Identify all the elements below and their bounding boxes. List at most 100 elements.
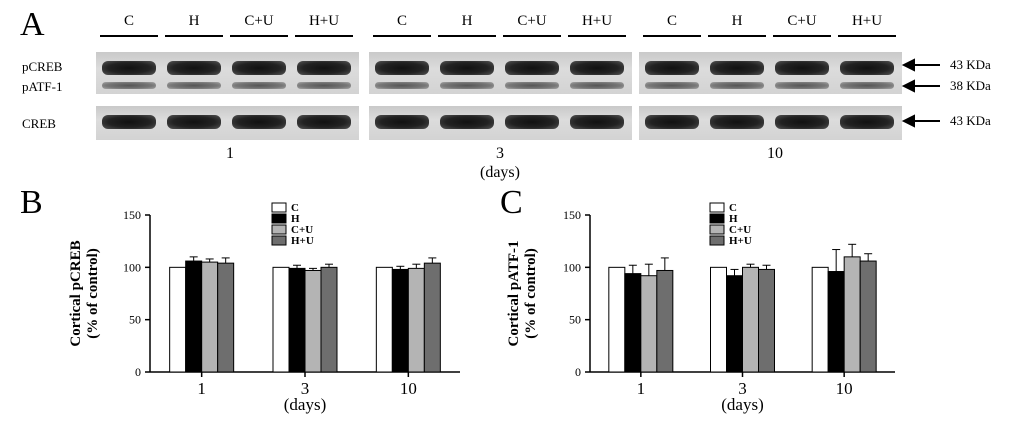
band-pcreb: [570, 61, 624, 75]
band-creb: [297, 115, 351, 129]
lane-label-c-plus-u: C+U: [244, 13, 274, 29]
bar-c-plus-u: [407, 267, 425, 373]
band-patf1: [710, 82, 764, 89]
bar-c: [272, 266, 290, 373]
bar-h-plus-u: [859, 260, 877, 373]
legend-label: H+U: [291, 235, 314, 247]
bar-h-plus-u: [656, 269, 674, 373]
blot-time-unit: (days): [480, 164, 520, 181]
band-pcreb: [167, 61, 221, 75]
band-creb: [102, 115, 156, 129]
lane-underline: [100, 35, 158, 37]
lane-label-h-plus-u: H+U: [308, 13, 340, 29]
band-creb: [505, 115, 559, 129]
band-pcreb: [775, 61, 829, 75]
y-tick-label: 0: [135, 365, 141, 379]
lane-underline: [438, 35, 496, 37]
band-patf1: [505, 82, 559, 89]
lane-underline: [568, 35, 626, 37]
bar-h: [185, 260, 203, 373]
y-tick-label: 100: [123, 260, 141, 274]
band-creb: [645, 115, 699, 129]
panel-letter-a: A: [20, 6, 45, 43]
blot-timepoint-10: 10: [767, 145, 783, 162]
band-creb: [167, 115, 221, 129]
x-tick-label: 10: [400, 379, 417, 398]
lane-underline: [838, 35, 896, 37]
band-pcreb: [297, 61, 351, 75]
lane-underline: [503, 35, 561, 37]
legend-label: H: [291, 213, 300, 225]
bar-c: [710, 266, 727, 373]
legend-swatch-c: [271, 202, 287, 213]
x-tick-label: 1: [197, 379, 206, 398]
bar-c-plus-u: [640, 275, 658, 373]
lane-underline: [165, 35, 223, 37]
y-axis-label-unit: (% of control): [85, 248, 101, 339]
lane-label-c: C: [396, 13, 407, 29]
lane-underline: [643, 35, 701, 37]
legend-label: C+U: [291, 224, 313, 236]
band-pcreb: [840, 61, 894, 75]
x-axis-label: (days): [284, 395, 326, 414]
bar-c: [608, 266, 626, 373]
y-axis-label: Cortical pCREB: [68, 240, 84, 346]
band-creb: [375, 115, 429, 129]
bar-c: [169, 266, 187, 373]
arrow-icon: [901, 79, 915, 93]
bar-h: [726, 275, 743, 373]
band-pcreb: [440, 61, 494, 75]
band-patf1: [102, 82, 156, 89]
y-tick-label: 50: [129, 313, 141, 327]
bar-h-plus-u: [758, 268, 775, 373]
bar-h-plus-u: [423, 262, 441, 373]
band-patf1: [775, 82, 829, 89]
band-creb: [775, 115, 829, 129]
bar-h: [288, 267, 306, 373]
band-patf1: [840, 82, 894, 89]
legend-label: C+U: [729, 224, 751, 236]
lane-underline: [295, 35, 353, 37]
x-axis-label: (days): [721, 395, 763, 414]
lane-label-h-plus-u: H+U: [581, 13, 613, 29]
marker-label-creb: 43 KDa: [950, 113, 991, 128]
bar-c-plus-u: [304, 269, 322, 373]
legend-swatch-h-plus-u: [271, 235, 287, 246]
bar-h: [624, 273, 642, 373]
bar-c-plus-u: [201, 261, 219, 373]
legend-swatch-c: [709, 202, 725, 213]
bar-c-plus-u: [742, 266, 759, 373]
marker-label-pcreb: 43 KDa: [950, 57, 991, 72]
bar-c: [375, 266, 393, 373]
legend-label: H+U: [729, 235, 752, 247]
y-axis-label: Cortical pATF-1: [506, 241, 522, 347]
legend-swatch-c-plus-u: [271, 224, 287, 235]
lane-underline: [708, 35, 766, 37]
panel-letter-c: C: [500, 184, 523, 221]
band-pcreb: [505, 61, 559, 75]
legend-swatch-h: [271, 213, 287, 224]
band-pcreb: [232, 61, 286, 75]
band-pcreb: [102, 61, 156, 75]
chart-cortical-pcreb: 0 50 100 150 Cortical pCREB (% of control) 1 3 1…: [68, 202, 460, 414]
y-axis-label-unit: (% of control): [523, 248, 539, 339]
band-creb: [570, 115, 624, 129]
y-tick-label: 0: [575, 365, 581, 379]
y-tick-label: 50: [569, 313, 581, 327]
marker-arrows: [901, 58, 940, 128]
band-creb: [440, 115, 494, 129]
lane-label-h: H: [188, 13, 200, 29]
legend-swatch-h-plus-u: [709, 235, 725, 246]
lane-label-h: H: [461, 13, 473, 29]
lane-label-c-plus-u: C+U: [787, 13, 817, 29]
legend-label: H: [729, 213, 738, 225]
blot-timepoint-1: 1: [226, 145, 234, 162]
panel-letter-b: B: [20, 184, 43, 221]
x-tick-label: 1: [637, 379, 646, 398]
y-tick-label: 150: [123, 208, 141, 222]
row-label-creb: CREB: [22, 116, 56, 131]
arrow-icon: [901, 58, 915, 72]
bar-h: [391, 268, 409, 373]
band-patf1: [375, 82, 429, 89]
band-patf1: [570, 82, 624, 89]
